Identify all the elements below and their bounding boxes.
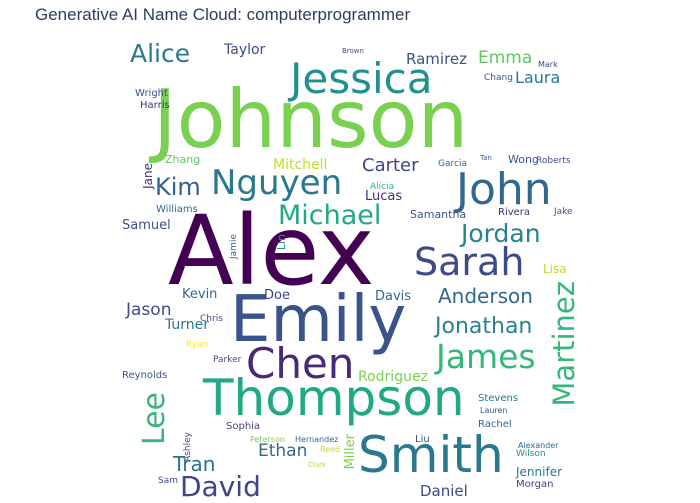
cloud-word: Lisa: [543, 262, 567, 276]
cloud-word: Jane: [141, 163, 155, 189]
cloud-word: Tran: [173, 452, 216, 476]
cloud-word: Chang: [484, 73, 513, 83]
cloud-word: Harris: [140, 100, 170, 111]
cloud-word: Roberts: [536, 156, 571, 166]
cloud-word: Lauren: [480, 406, 508, 415]
cloud-word: Morgan: [516, 479, 554, 490]
cloud-word: Miller: [343, 434, 358, 470]
cloud-word: Sarah: [414, 240, 525, 284]
cloud-word: Sam: [158, 476, 178, 486]
cloud-word: Wright: [135, 88, 168, 99]
cloud-word: Alexander: [518, 441, 559, 450]
cloud-word: Alicia: [370, 182, 395, 192]
cloud-word: Rivera: [498, 207, 531, 218]
cloud-word: Alice: [130, 39, 191, 68]
cloud-word: Sophia: [226, 421, 261, 432]
word-cloud: Johnson Alex Emily Jessica Thompson Smit…: [118, 38, 582, 503]
cloud-word: Wilson: [516, 449, 546, 459]
cloud-word: Daniel: [420, 482, 468, 500]
cloud-word: Johnson: [153, 73, 469, 166]
cloud-word: Ramirez: [406, 50, 468, 68]
cloud-word: Mitchell: [273, 157, 328, 173]
cloud-word: Thompson: [203, 369, 465, 427]
cloud-word: Brown: [342, 47, 364, 55]
cloud-word: Taylor: [224, 42, 266, 58]
cloud-word: Chen: [246, 339, 355, 388]
cloud-word: John: [456, 164, 552, 215]
cloud-word: Ethan: [258, 441, 308, 461]
chart-title: Generative AI Name Cloud: computerprogra…: [35, 5, 411, 24]
cloud-word: Kevin: [182, 287, 218, 302]
cloud-word: Laura: [515, 68, 561, 87]
cloud-word: Turner: [165, 317, 210, 333]
cloud-word: Emily: [230, 283, 407, 357]
cloud-word: Williams: [156, 204, 198, 215]
cloud-word: Jake: [554, 207, 573, 217]
cloud-word: Jamie: [229, 234, 239, 259]
cloud-word: Lucas: [365, 189, 403, 204]
cloud-word: Zhang: [165, 153, 201, 166]
cloud-word: David: [180, 470, 261, 503]
cloud-word: Davis: [375, 289, 412, 304]
cloud-word: Clark: [308, 461, 327, 469]
cloud-word: Nguyen: [211, 163, 343, 203]
cloud-word: Garcia: [438, 159, 467, 169]
cloud-word: Parker: [213, 355, 242, 365]
cloud-word: Martinez: [547, 281, 581, 407]
cloud-word: Jessica: [290, 54, 433, 103]
cloud-word: Lin: [275, 234, 288, 251]
cloud-word: Jason: [126, 300, 172, 320]
cloud-word: Jonathan: [435, 314, 533, 339]
cloud-word: Chris: [200, 314, 223, 324]
cloud-word: Ashley: [183, 432, 193, 462]
cloud-word: Carter: [362, 155, 419, 176]
cloud-word: Samantha: [410, 208, 467, 221]
cloud-word: Liu: [415, 434, 430, 445]
cloud-word: Doe: [264, 288, 290, 303]
cloud-word: Lee: [137, 392, 172, 446]
cloud-word: Emma: [478, 48, 533, 68]
cloud-word: Jordan: [461, 219, 541, 248]
cloud-word: Smith: [358, 426, 504, 484]
cloud-word: Rachel: [478, 419, 512, 430]
cloud-word: Michael: [278, 200, 382, 231]
cloud-word: James: [436, 337, 536, 376]
cloud-word: Ryan: [186, 340, 209, 350]
cloud-word: Wong: [508, 153, 539, 166]
cloud-word: Alex: [168, 195, 375, 307]
cloud-word: Peterson: [250, 435, 285, 444]
cloud-word: Hernandez: [295, 435, 339, 444]
cloud-word: Reynolds: [122, 370, 168, 381]
cloud-word: Rodriguez: [358, 369, 428, 385]
cloud-word: Mark: [538, 60, 558, 69]
cloud-word: Tan: [480, 154, 492, 162]
cloud-word: Samuel: [122, 218, 171, 233]
cloud-word: Stevens: [478, 393, 519, 404]
cloud-word: Reed: [320, 445, 341, 454]
cloud-word: Kim: [155, 173, 201, 201]
cloud-word: Anderson: [438, 284, 533, 308]
cloud-word: Jennifer: [516, 465, 563, 479]
